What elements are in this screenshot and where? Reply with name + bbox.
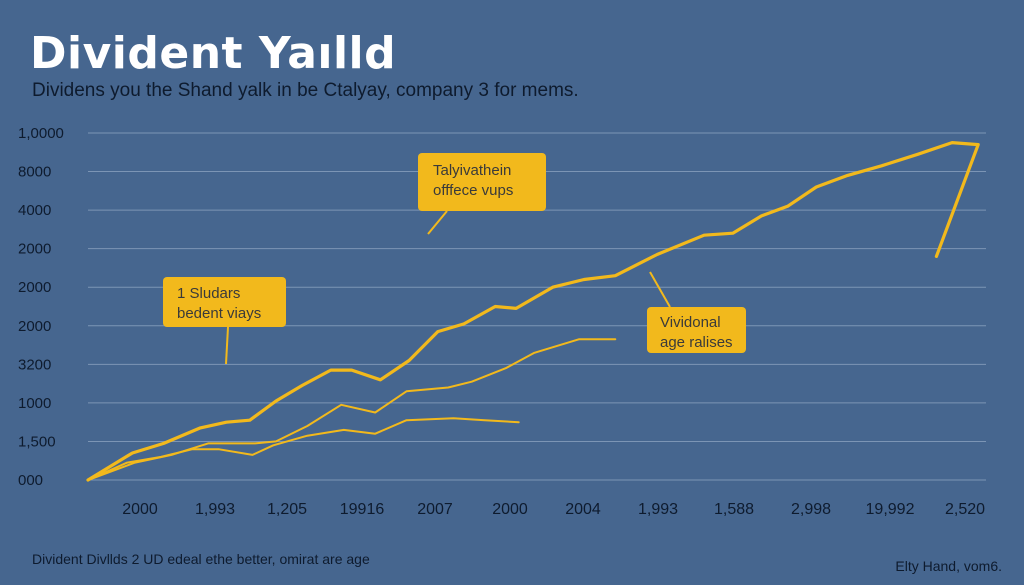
annotation-callout-2: 1 Sludars bedent viays — [163, 277, 286, 327]
footer-credit: Elty Hand, vom6. — [895, 558, 1002, 574]
x-tick-label: 1,993 — [638, 501, 678, 518]
annotation-callout-3: Vividonal age ralises — [647, 307, 746, 353]
annotation-1-line-1: Talyivathein — [433, 162, 512, 179]
x-tick-label: 1,588 — [714, 501, 754, 518]
y-tick-label: 4000 — [18, 202, 51, 219]
annotation-2-line-1: 1 Sludars — [177, 285, 241, 302]
annotation-3-line-1: Vividonal — [660, 314, 721, 331]
callout-pointer — [427, 210, 448, 235]
y-tick-label: 2000 — [18, 318, 51, 335]
annotation-2-line-2: bedent viays — [177, 305, 262, 322]
x-tick-label: 2000 — [122, 501, 158, 518]
series-line-tertiary — [87, 417, 520, 481]
footer-note: Divident Divllds 2 UD edeal ethe better,… — [32, 551, 370, 567]
x-tick-label: 2004 — [565, 501, 601, 518]
x-tick-label: 1,993 — [195, 501, 235, 518]
y-tick-label: 1,0000 — [18, 125, 64, 142]
x-tick-label: 2007 — [417, 501, 453, 518]
y-tick-label: 2000 — [18, 241, 51, 258]
series-line-secondary — [87, 338, 617, 481]
annotation-1-line-2: offfece vups — [433, 182, 514, 199]
x-tick-label: 19916 — [340, 501, 385, 518]
y-tick-label: 000 — [18, 472, 43, 489]
chart-title: Divident Yaılld — [30, 28, 397, 79]
chart-subtitle: Dividens you the Shand yalk in be Ctalya… — [32, 80, 579, 101]
y-tick-label: 3200 — [18, 356, 51, 373]
x-tick-label: 19,992 — [866, 501, 915, 518]
callout-pointer — [649, 271, 671, 308]
x-tick-label: 2,520 — [945, 501, 985, 518]
x-tick-label: 1,205 — [267, 501, 307, 518]
annotation-3-line-2: age ralises — [660, 334, 733, 351]
callout-pointer — [225, 326, 229, 365]
y-tick-label: 8000 — [18, 164, 51, 181]
series-line-main — [86, 141, 980, 482]
y-tick-label: 2000 — [18, 279, 51, 296]
annotation-callout-1: Talyivathein offfece vups — [418, 153, 546, 211]
x-tick-label: 2,998 — [791, 501, 831, 518]
x-tick-label: 2000 — [492, 501, 528, 518]
y-tick-label: 1000 — [18, 395, 51, 412]
y-tick-label: 1,500 — [18, 433, 56, 450]
